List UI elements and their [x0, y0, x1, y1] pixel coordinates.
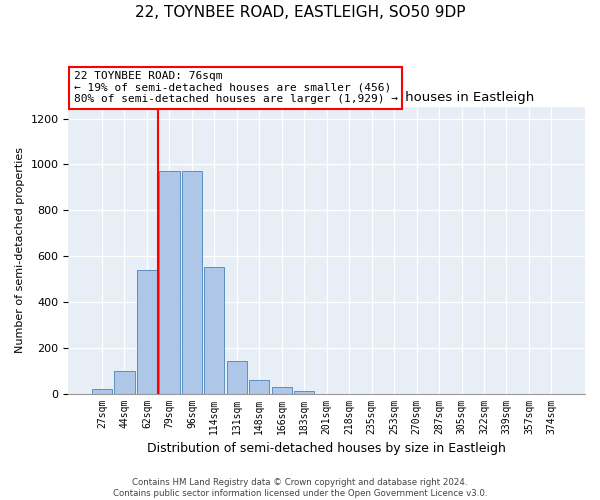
- Bar: [115, 370, 134, 394]
- Bar: [92, 389, 112, 394]
- X-axis label: Distribution of semi-detached houses by size in Eastleigh: Distribution of semi-detached houses by …: [147, 442, 506, 455]
- Title: Size of property relative to semi-detached houses in Eastleigh: Size of property relative to semi-detach…: [119, 92, 535, 104]
- Bar: [227, 362, 247, 394]
- Text: 22 TOYNBEE ROAD: 76sqm
← 19% of semi-detached houses are smaller (456)
80% of se: 22 TOYNBEE ROAD: 76sqm ← 19% of semi-det…: [74, 71, 398, 104]
- Text: 22, TOYNBEE ROAD, EASTLEIGH, SO50 9DP: 22, TOYNBEE ROAD, EASTLEIGH, SO50 9DP: [135, 5, 465, 20]
- Bar: [272, 386, 292, 394]
- Bar: [182, 171, 202, 394]
- Bar: [204, 268, 224, 394]
- Text: Contains HM Land Registry data © Crown copyright and database right 2024.
Contai: Contains HM Land Registry data © Crown c…: [113, 478, 487, 498]
- Bar: [159, 171, 179, 394]
- Y-axis label: Number of semi-detached properties: Number of semi-detached properties: [15, 148, 25, 354]
- Bar: [294, 392, 314, 394]
- Bar: [249, 380, 269, 394]
- Bar: [137, 270, 157, 394]
